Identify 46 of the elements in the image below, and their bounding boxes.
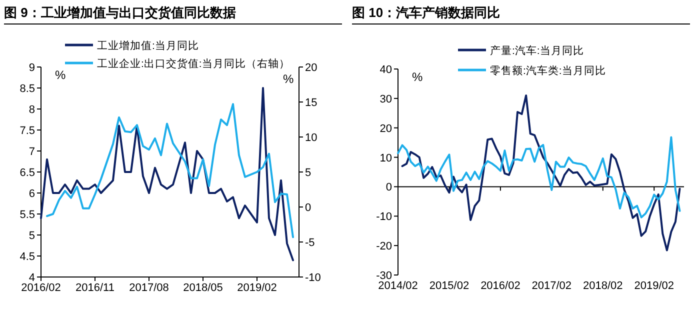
y-tick-label: 40 bbox=[380, 64, 392, 76]
x-tick-label: 2017/08 bbox=[129, 282, 169, 294]
legend-label: 零售额:汽车类:当月同比 bbox=[490, 64, 606, 77]
y-tick-label: 8 bbox=[28, 104, 35, 116]
y-tick-label: 7.5 bbox=[20, 125, 35, 137]
legend-label: 产量:汽车:当月同比 bbox=[490, 44, 584, 57]
y-tick-label: -30 bbox=[376, 270, 392, 282]
y2-tick-label: -5 bbox=[305, 237, 315, 249]
y2-tick-label: 0 bbox=[305, 202, 312, 214]
y2-tick-label: 15 bbox=[305, 97, 318, 109]
y-tick-label: 10 bbox=[380, 152, 392, 164]
x-tick-label: 2015/02 bbox=[429, 280, 470, 292]
legend-label: 工业增加值:当月同比 bbox=[97, 39, 199, 52]
y-tick-label: 8.5 bbox=[20, 83, 35, 95]
x-tick-label: 2014/02 bbox=[378, 280, 418, 292]
y-tick-label: 6.5 bbox=[20, 167, 35, 179]
y-tick-label: 30 bbox=[380, 93, 392, 106]
y-tick-label: 20 bbox=[380, 122, 392, 135]
y-axis-title: % bbox=[412, 70, 423, 84]
y2-tick-label: 20 bbox=[305, 62, 318, 74]
y-tick-label: 9 bbox=[28, 62, 35, 74]
y-tick-label: 4 bbox=[28, 272, 35, 284]
y2-axis-title: % bbox=[283, 72, 294, 86]
y-tick-label: -10 bbox=[376, 211, 392, 224]
x-tick-label: 2017/02 bbox=[532, 280, 572, 292]
y-tick-label: 4.5 bbox=[20, 251, 35, 263]
y-tick-label: 6 bbox=[28, 188, 35, 200]
y-tick-label: -20 bbox=[376, 240, 392, 253]
y2-tick-label: 10 bbox=[305, 132, 318, 144]
x-tick-label: 2018/02 bbox=[583, 280, 623, 292]
chart-title: 图 9：工业增加值与出口交货值同比数据 bbox=[4, 5, 236, 20]
x-tick-label: 2018/05 bbox=[183, 282, 223, 294]
y-tick-label: 7 bbox=[28, 146, 35, 158]
y2-tick-label: -10 bbox=[305, 272, 321, 284]
x-tick-label: 2016/11 bbox=[76, 282, 114, 294]
y-axis-title: % bbox=[55, 68, 66, 82]
y2-tick-label: 5 bbox=[305, 167, 312, 179]
y-tick-label: 5 bbox=[28, 230, 35, 242]
x-tick-label: 2019/02 bbox=[237, 282, 277, 294]
legend-label: 工业企业:出口交货值:当月同比（右轴） bbox=[97, 57, 290, 70]
chart-title: 图 10：汽车产销数据同比 bbox=[352, 5, 500, 20]
y-tick-label: 5.5 bbox=[20, 209, 35, 221]
x-tick-label: 2016/02 bbox=[480, 280, 520, 292]
y-tick-label: 0 bbox=[386, 182, 392, 194]
x-tick-label: 2016/02 bbox=[21, 282, 61, 294]
x-tick-label: 2019/02 bbox=[634, 280, 674, 292]
